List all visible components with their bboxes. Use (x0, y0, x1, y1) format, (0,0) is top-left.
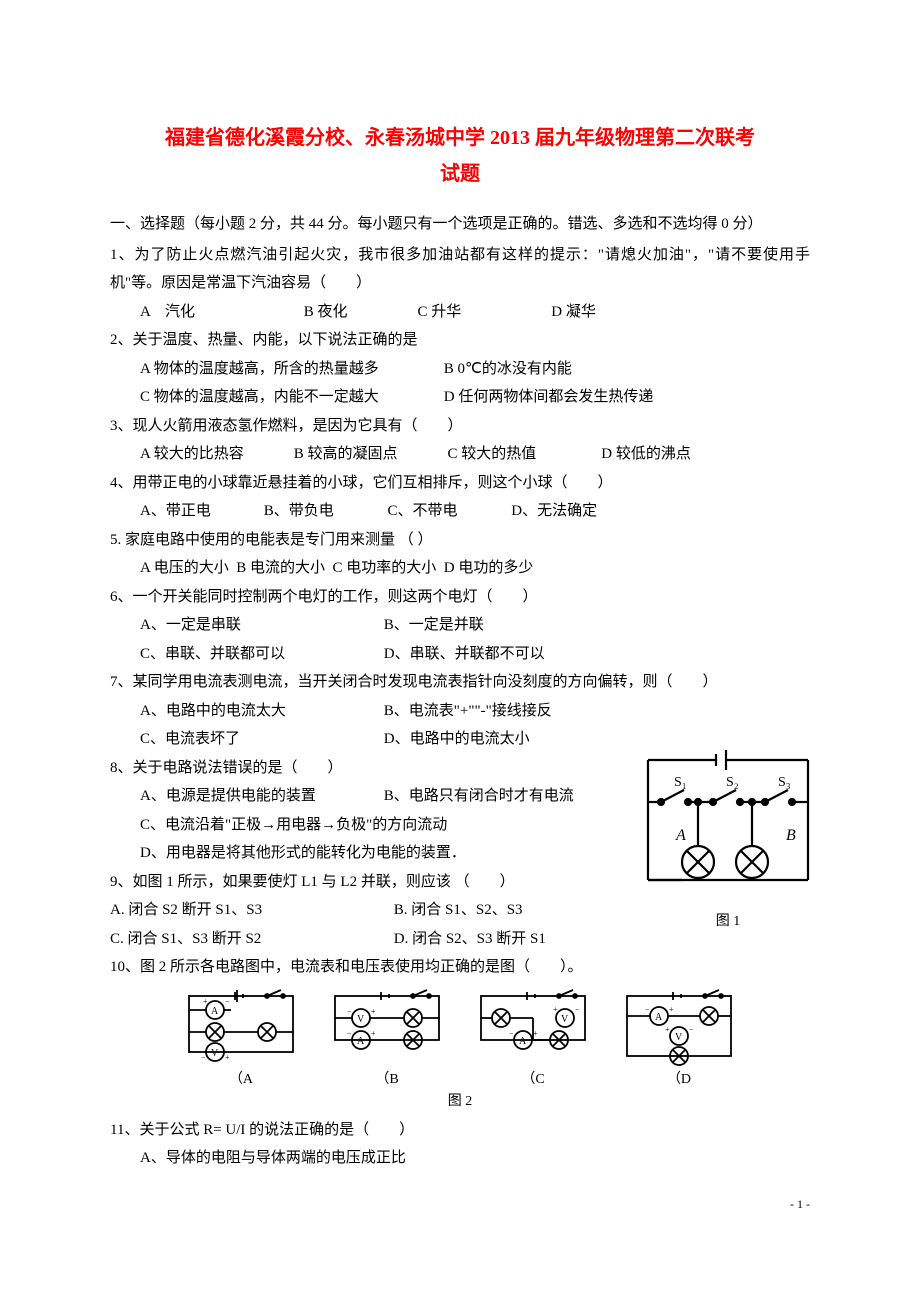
q3-stem: 3、现人火箭用液态氢作燃料，是因为它具有（ ） (110, 412, 810, 441)
q4-opt-c: C、不带电 (388, 497, 508, 526)
q8-opt-a: A、电源是提供电能的装置 (140, 782, 380, 811)
fig2-label-d: （D (619, 1068, 739, 1088)
svg-text:−: − (225, 997, 230, 1006)
q2-stem: 2、关于温度、热量、内能，以下说法正确的是 (110, 326, 810, 355)
q4-opt-b: B、带负电 (264, 497, 384, 526)
q1-opt-b: B 夜化 (304, 298, 414, 327)
q1-opt-d: D 凝华 (551, 298, 596, 327)
q2-opt-d: D 任何两物体间都会发生热传递 (444, 383, 654, 412)
q2-opt-b: B 0℃的冰没有内能 (444, 355, 572, 384)
q6-opt-d: D、串联、并联都不可以 (384, 640, 545, 669)
q5-options: A 电压的大小 B 电流的大小 C 电功率的大小 D 电功的多少 (110, 554, 810, 583)
q11-stem: 11、关于公式 R= U/I 的说法正确的是（ ） (110, 1116, 810, 1145)
svg-text:A: A (519, 1036, 527, 1047)
q5-opt-c: C 电功率的大小 (333, 554, 437, 583)
q6-opt-b: B、一定是并联 (384, 611, 484, 640)
q9-opt-a: A. 闭合 S2 断开 S1、S3 (110, 896, 390, 925)
q7-opt-a: A、电路中的电流太大 (140, 697, 380, 726)
q10-stem: 10、图 2 所示各电路图中，电流表和电压表使用均正确的是图（ ）。 (110, 953, 620, 982)
q5-opt-a: A 电压的大小 (140, 554, 229, 583)
svg-text:−: − (347, 1007, 352, 1016)
q9-opt-b: B. 闭合 S1、S2、S3 (394, 902, 523, 918)
fig2-label-c: （C (473, 1068, 593, 1088)
fig2-circuit-d: A − + V + − (619, 988, 739, 1068)
svg-text:V: V (357, 1014, 365, 1025)
q7-opt-d: D、电路中的电流太小 (384, 725, 530, 754)
svg-text:A: A (357, 1036, 365, 1047)
q2-opt-c: C 物体的温度越高，内能不一定越大 (140, 383, 440, 412)
q6-stem: 6、一个开关能同时控制两个电灯的工作，则这两个电灯（ ） (110, 583, 810, 612)
q7-stem: 7、某同学用电流表测电流，当开关闭合时发现电流表指针向没刻度的方向偏转，则（ ） (110, 668, 810, 697)
q9-opt-d: D. 闭合 S2、S3 断开 S1 (394, 931, 546, 947)
q6-opt-a: A、一定是串联 (140, 611, 380, 640)
q5-stem: 5. 家庭电路中使用的电能表是专门用来测量 （ ） (110, 526, 810, 555)
fig2-circuit-b: V − + A − + (327, 988, 447, 1068)
svg-text:A: A (211, 1006, 219, 1017)
figure-1: S₁ S₂ S₃ A B 图 1 (640, 750, 816, 930)
q6-options-row1: A、一定是串联 B、一定是并联 (110, 611, 810, 640)
q11-opt-a: A、导体的电阻与导体两端的电压成正比 (110, 1144, 810, 1173)
q7-options-row1: A、电路中的电流太大 B、电流表"+""-"接线接反 (110, 697, 810, 726)
fig1-s1-label: S₁ (674, 775, 687, 790)
svg-text:V: V (675, 1032, 683, 1043)
section-1-heading: 一、选择题（每小题 2 分，共 44 分。每小题只有一个选项是正确的。错选、多选… (110, 210, 810, 239)
svg-text:+: + (553, 1005, 558, 1014)
svg-text:A: A (655, 1012, 663, 1023)
q3-opt-d: D 较低的沸点 (601, 440, 691, 469)
title-line-2: 试题 (110, 156, 810, 192)
svg-text:−: − (347, 1029, 352, 1038)
fig2-circuit-c: V +− A −+ (473, 988, 593, 1068)
fig1-s3-label: S₃ (778, 775, 791, 790)
svg-text:+: + (669, 1005, 674, 1014)
svg-text:−: − (509, 1029, 514, 1038)
q1-opt-a: A 汽化 (140, 298, 300, 327)
q1-stem: 1、为了防止火点燃汽油引起火灾，我市很多加油站都有这样的提示："请熄火加油"，"… (110, 241, 810, 298)
svg-text:V: V (561, 1014, 569, 1025)
q9-opt-c: C. 闭合 S1、S3 断开 S2 (110, 925, 390, 954)
fig2-circuit-a: A + − V − + (181, 988, 301, 1068)
fig1-a-label: A (675, 827, 686, 844)
q6-options-row2: C、串联、并联都可以 D、串联、并联都不可以 (110, 640, 810, 669)
q3-opt-a: A 较大的比热容 (140, 440, 290, 469)
svg-text:−: − (689, 1025, 694, 1034)
fig1-caption: 图 1 (640, 910, 816, 930)
q3-opt-c: C 较大的热值 (448, 440, 598, 469)
page-number: - 1 - (110, 1197, 810, 1212)
fig1-s2-label: S₂ (726, 775, 739, 790)
svg-text:−: − (645, 1005, 650, 1014)
q7-opt-c: C、电流表坏了 (140, 725, 380, 754)
q2-opt-a: A 物体的温度越高，所含的热量越多 (140, 355, 440, 384)
q4-stem: 4、用带正电的小球靠近悬挂着的小球，它们互相排斥，则这个小球（ ） (110, 469, 810, 498)
svg-text:−: − (575, 1005, 580, 1014)
fig2-caption: 图 2 (110, 1090, 810, 1110)
svg-text:+: + (665, 1025, 670, 1034)
q3-opt-b: B 较高的凝固点 (294, 440, 444, 469)
q8-opt-b: B、电路只有闭合时才有电流 (384, 782, 574, 811)
q5-opt-d: D 电功的多少 (444, 554, 534, 583)
fig1-b-label: B (786, 827, 796, 844)
svg-text:+: + (203, 997, 208, 1006)
fig2-label-a: （A (181, 1068, 301, 1088)
q7-opt-b: B、电流表"+""-"接线接反 (384, 697, 552, 726)
q4-opt-a: A、带正电 (140, 497, 260, 526)
svg-text:V: V (211, 1048, 219, 1059)
q5-opt-b: B 电流的大小 (236, 554, 325, 583)
title-line-1: 福建省德化溪霞分校、永春汤城中学 2013 届九年级物理第二次联考 (110, 120, 810, 156)
q3-options: A 较大的比热容 B 较高的凝固点 C 较大的热值 D 较低的沸点 (110, 440, 810, 469)
svg-text:+: + (225, 1053, 230, 1062)
fig2-label-b: （B (327, 1068, 447, 1088)
q2-options-row2: C 物体的温度越高，内能不一定越大 D 任何两物体间都会发生热传递 (110, 383, 810, 412)
q1-opt-c: C 升华 (418, 298, 548, 327)
q6-opt-c: C、串联、并联都可以 (140, 640, 380, 669)
svg-text:+: + (371, 1029, 376, 1038)
figure-2: A + − V − + （A (110, 988, 810, 1088)
q1-options: A 汽化 B 夜化 C 升华 D 凝华 (110, 298, 810, 327)
q4-options: A、带正电 B、带负电 C、不带电 D、无法确定 (110, 497, 810, 526)
q4-opt-d: D、无法确定 (511, 497, 597, 526)
page-title: 福建省德化溪霞分校、永春汤城中学 2013 届九年级物理第二次联考 试题 (110, 120, 810, 192)
svg-text:+: + (371, 1007, 376, 1016)
svg-text:−: − (201, 1053, 206, 1062)
q2-options-row1: A 物体的温度越高，所含的热量越多 B 0℃的冰没有内能 (110, 355, 810, 384)
